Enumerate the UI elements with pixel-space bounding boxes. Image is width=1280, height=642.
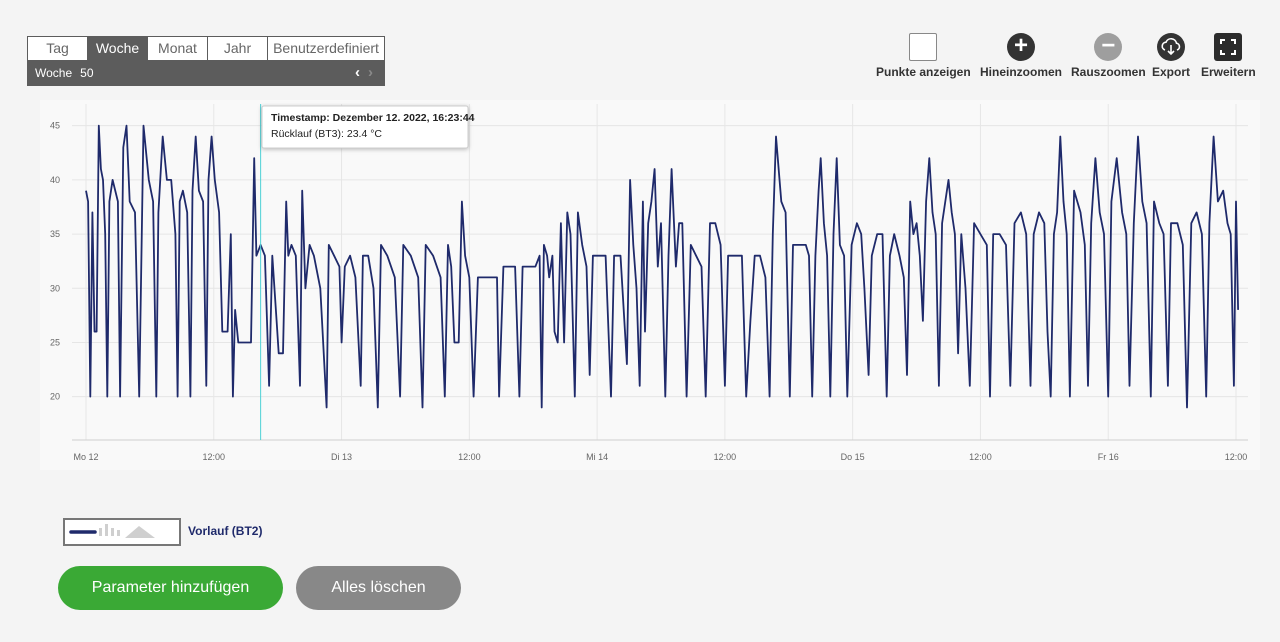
tab-week[interactable]: Woche	[88, 37, 148, 60]
export-label: Export	[1152, 65, 1191, 79]
add-parameter-button[interactable]: Parameter hinzufügen	[58, 566, 283, 610]
x-tick-label: Fr 16	[1098, 452, 1119, 462]
y-tick-label: 35	[50, 229, 60, 239]
period-value: 50	[80, 66, 94, 80]
period-nav: ‹ ›	[347, 60, 373, 86]
clear-all-button[interactable]: Alles löschen	[296, 566, 461, 610]
x-tick-label: 12:00	[203, 452, 226, 462]
series-line-vorlauf[interactable]	[85, 124, 1239, 409]
legend-symbol[interactable]	[63, 518, 181, 546]
range-tabs: Tag Woche Monat Jahr Benutzerdefiniert	[27, 36, 385, 60]
y-tick-label: 25	[50, 337, 60, 347]
cloud-download-icon	[1157, 33, 1185, 61]
y-tick-label: 40	[50, 175, 60, 185]
period-bar: Woche 50 ‹ ›	[27, 60, 385, 86]
show-points-label: Punkte anzeigen	[876, 65, 971, 79]
tooltip-timestamp: Timestamp: Dezember 12. 2022, 16:23:44	[271, 112, 475, 124]
tab-custom[interactable]: Benutzerdefiniert	[273, 40, 379, 56]
tab-day[interactable]: Tag	[28, 37, 88, 60]
zoom-in-button[interactable]: + Hineinzoomen	[980, 33, 1063, 80]
legend-area-icon	[125, 526, 155, 538]
export-button[interactable]: Export	[1152, 33, 1190, 79]
checkbox-icon[interactable]	[909, 33, 938, 61]
chevron-left-icon[interactable]: ‹	[355, 64, 360, 81]
expand-button[interactable]: Erweitern	[1201, 33, 1256, 79]
tooltip: Timestamp: Dezember 12. 2022, 16:23:44 R…	[261, 105, 475, 149]
x-tick-label: Mi 14	[586, 452, 608, 462]
expand-label: Erweitern	[1201, 65, 1256, 79]
minus-icon: −	[1094, 33, 1123, 61]
x-tick-label: 12:00	[1225, 452, 1248, 462]
legend-bar-icon	[99, 524, 120, 536]
tab-year[interactable]: Jahr	[208, 37, 268, 60]
tooltip-value: Rücklauf (BT3): 23.4 °C	[271, 128, 382, 140]
x-tick-label: 12:00	[969, 452, 992, 462]
chart-svg[interactable]: 20 25 30 35 40 45 Mo 12 12:00 Di 13 12:00 Mi 14 12…	[40, 100, 1260, 470]
x-axis: Mo 12 12:00 Di 13 12:00 Mi 14 12:00 Do 15 12:00…	[72, 439, 1248, 462]
plus-icon: +	[1007, 33, 1035, 61]
zoom-out-label: Rauszoomen	[1071, 65, 1146, 79]
y-tick-label: 20	[50, 392, 60, 402]
fullscreen-icon	[1214, 33, 1243, 61]
zoom-in-label: Hineinzoomen	[980, 65, 1063, 79]
legend-label: Vorlauf (BT2)	[188, 524, 263, 538]
range-selector: Tag Woche Monat Jahr Benutzerdefiniert W…	[27, 36, 385, 86]
y-tick-label: 30	[50, 283, 60, 293]
tab-month[interactable]: Monat	[148, 37, 208, 60]
zoom-out-button[interactable]: − Rauszoomen	[1071, 33, 1146, 80]
chevron-right-icon[interactable]: ›	[368, 64, 373, 81]
x-tick-label: 12:00	[714, 452, 737, 462]
line-chart[interactable]: 20 25 30 35 40 45 Mo 12 12:00 Di 13 12:00 Mi 14 12…	[40, 100, 1260, 470]
y-tick-label: 45	[50, 121, 60, 131]
x-tick-label: Mo 12	[73, 452, 98, 462]
period-label: Woche	[35, 66, 73, 80]
y-axis: 20 25 30 35 40 45	[50, 121, 60, 402]
x-tick-label: 12:00	[458, 452, 481, 462]
x-tick-label: Di 13	[331, 452, 352, 462]
x-tick-label: Do 15	[841, 452, 865, 462]
show-points-toggle[interactable]: Punkte anzeigen	[876, 33, 971, 79]
